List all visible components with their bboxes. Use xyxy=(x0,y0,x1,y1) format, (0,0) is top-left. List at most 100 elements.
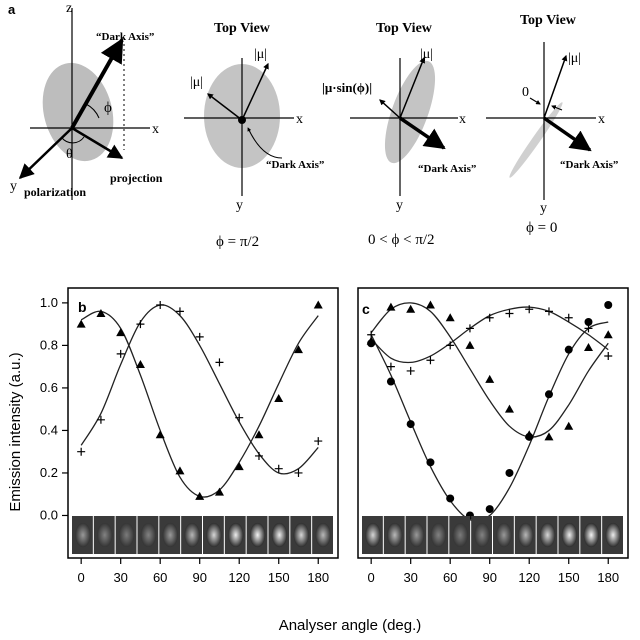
strip-spot xyxy=(140,522,157,548)
triangle-marker xyxy=(293,345,303,354)
triangle-marker xyxy=(274,394,284,403)
x-tick-label: 90 xyxy=(192,570,206,585)
circle-marker xyxy=(544,390,553,399)
triangle-marker xyxy=(564,421,574,430)
data-markers xyxy=(366,300,613,520)
top-view-title: Top View xyxy=(376,21,433,36)
dark-axis-dot xyxy=(238,116,246,124)
dark-axis-label: “Dark Axis” xyxy=(560,159,618,171)
panel-a: a z x y “Dark Axis” ϕ θ polarization pro… xyxy=(8,1,618,250)
fit-curve-3 xyxy=(80,304,319,475)
x-tick-label: 30 xyxy=(403,570,417,585)
image-strip xyxy=(72,516,333,554)
circle-marker xyxy=(584,318,593,327)
dipole-ellipse xyxy=(384,60,436,164)
y-tick-label: 0.8 xyxy=(40,337,58,352)
mu-label: |μ| xyxy=(568,51,581,66)
y-tick-label: 1.0 xyxy=(40,295,58,310)
zero-pointer-right xyxy=(551,105,563,111)
plot-frame xyxy=(67,287,339,559)
strip-spot xyxy=(315,522,331,548)
plus-marker xyxy=(136,320,145,329)
plus-marker xyxy=(367,330,376,339)
y-axis-title: Emission intensity (a.u.) xyxy=(7,352,24,511)
circle-marker xyxy=(367,339,376,348)
phi-arc xyxy=(85,103,100,119)
triangle-marker xyxy=(254,430,264,439)
triangle-marker xyxy=(544,432,554,441)
z-label: z xyxy=(66,1,72,16)
triangle-marker xyxy=(214,487,224,496)
dark-axis-arrow xyxy=(543,116,592,152)
panel-b-chart: b 0 30 60 90 120 150 180 0.0 0.2 0.4 0.6 0.8 1.0 xyxy=(40,287,339,585)
dark-axis-label: “Dark Axis” xyxy=(418,163,476,175)
dark-axis-pointer xyxy=(247,127,283,159)
theta-arc xyxy=(61,136,85,144)
plus-marker xyxy=(314,437,323,446)
dark-axis-label: “Dark Axis” xyxy=(266,159,324,171)
strip-spot xyxy=(228,522,244,548)
plus-marker xyxy=(465,324,474,333)
triangle-marker xyxy=(96,309,106,318)
plus-marker xyxy=(544,307,553,316)
plus-marker xyxy=(116,349,125,358)
strip-spot xyxy=(387,522,403,548)
polarization-arrow xyxy=(18,127,73,180)
caption: ϕ = π/2 xyxy=(216,234,259,250)
mu-label-left: |μ| xyxy=(190,75,203,90)
plus-marker xyxy=(215,358,224,367)
theta-label: θ xyxy=(66,147,73,162)
plus-marker xyxy=(77,447,86,456)
sketch-3d: z x y “Dark Axis” ϕ θ polarization proje… xyxy=(10,1,163,200)
strip-spot xyxy=(184,522,200,548)
mu-arrow-left xyxy=(207,93,243,121)
strip-spot xyxy=(75,522,91,548)
strip-spot xyxy=(97,522,113,548)
y-tick-label: 0.2 xyxy=(40,465,58,480)
x-tick-label: 0 xyxy=(368,570,375,585)
circle-marker xyxy=(604,301,613,310)
sketch-top-view-perpendicular: Top View |μ| |μ| x y “Dark Axis” ϕ = π/2 xyxy=(184,21,324,250)
triangle-marker xyxy=(313,300,323,309)
top-view-title: Top View xyxy=(520,13,577,28)
phi-label: ϕ xyxy=(104,100,112,116)
circle-marker xyxy=(426,458,435,467)
triangle-marker xyxy=(234,462,244,471)
circle-marker xyxy=(386,377,395,386)
strip-spot xyxy=(249,522,266,548)
strip-spot xyxy=(206,522,222,548)
caption: 0 < ϕ < π/2 xyxy=(368,232,435,248)
plus-marker xyxy=(386,362,395,371)
panel-label-c: c xyxy=(362,301,370,317)
plus-marker xyxy=(235,413,244,422)
plus-marker xyxy=(294,468,303,477)
strip-spot xyxy=(118,522,135,548)
y-label: y xyxy=(236,198,243,213)
plus-marker xyxy=(604,352,613,361)
strip-spot xyxy=(583,522,599,548)
plus-marker xyxy=(485,313,494,322)
panel-label-b: b xyxy=(78,299,87,315)
x-tick-label: 180 xyxy=(307,570,329,585)
axis-ticks: 0 30 60 90 120 150 180 xyxy=(368,558,619,585)
strip-spot xyxy=(430,522,447,548)
y-label: y xyxy=(10,179,17,194)
circle-marker xyxy=(446,494,455,503)
plus-marker xyxy=(254,451,263,460)
triangle-marker xyxy=(116,328,126,337)
plus-marker xyxy=(426,356,435,365)
zero-pointer-left xyxy=(529,97,541,105)
top-view-title: Top View xyxy=(214,21,271,36)
triangle-marker xyxy=(155,430,165,439)
plot-frame xyxy=(357,287,629,559)
dark-axis-label: “Dark Axis” xyxy=(96,31,154,43)
axis-ticks: 0 30 60 90 120 150 180 0.0 0.2 0.4 0.6 0.8 1.0 xyxy=(40,295,329,585)
plus-marker xyxy=(525,305,534,314)
triangle-marker xyxy=(485,374,495,383)
mu-sin-label: |μ·sin(ϕ)| xyxy=(322,80,372,95)
x-tick-label: 150 xyxy=(268,570,290,585)
circle-marker xyxy=(406,420,415,429)
strip-spot xyxy=(162,522,178,548)
sketch-top-view-tilted: Top View |μ| |μ·sin(ϕ)| x y “Dark Axis” … xyxy=(322,21,476,248)
